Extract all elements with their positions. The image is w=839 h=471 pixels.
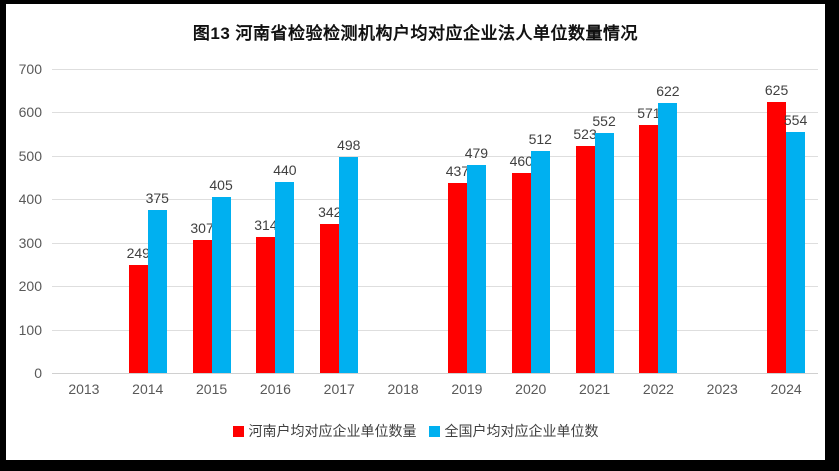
- gridline-100: [52, 329, 818, 331]
- data-label-national-2020: 512: [528, 130, 552, 147]
- data-label-national-2016: 440: [273, 161, 297, 178]
- bar-henan-2022: [639, 125, 659, 373]
- legend-item-national: 全国户均对应企业单位数: [428, 421, 599, 441]
- data-label-henan-2014: 249: [126, 244, 150, 261]
- data-label-national-2024: 554: [783, 112, 808, 129]
- bar-henan-2014: [128, 264, 148, 373]
- bar-national-2020: [530, 150, 550, 373]
- x-tick-label-2024: 2024: [770, 381, 802, 397]
- legend-item-henan: 河南户均对应企业单位数量: [232, 421, 417, 441]
- data-label-national-2021: 552: [592, 113, 616, 130]
- data-label-national-2022: 622: [656, 82, 680, 99]
- y-tick-label-300: 300: [18, 234, 42, 251]
- legend-label-national: 全国户均对应企业单位数: [444, 423, 599, 439]
- bar-henan-2015: [192, 239, 212, 373]
- legend: 河南户均对应企业单位数量 全国户均对应企业单位数: [6, 421, 825, 441]
- gridline-500: [52, 155, 818, 157]
- y-tick-label-500: 500: [18, 147, 42, 164]
- bar-henan-2019: [447, 183, 467, 373]
- data-label-henan-2015: 307: [190, 219, 214, 236]
- gridline-600: [52, 112, 818, 114]
- x-tick-label-2015: 2015: [196, 381, 228, 397]
- legend-label-henan: 河南户均对应企业单位数量: [248, 423, 417, 439]
- x-tick-label-2018: 2018: [387, 381, 419, 397]
- bar-national-2021: [594, 133, 614, 373]
- data-label-henan-2024: 625: [764, 81, 789, 98]
- data-label-national-2014: 375: [145, 190, 169, 207]
- bar-national-2016: [275, 181, 295, 373]
- x-tick-label-2020: 2020: [515, 381, 547, 397]
- y-tick-label-700: 700: [18, 61, 42, 77]
- bar-national-2014: [147, 210, 167, 373]
- legend-swatch-blue: [428, 425, 440, 437]
- data-label-henan-2020: 460: [509, 153, 533, 170]
- plot-area: 0 100 200 300 400 500 600 700 2013 2014 249 375 2015…: [19, 61, 818, 397]
- data-label-national-2015: 405: [209, 177, 233, 194]
- chart-title: 图13 河南省检验检测机构户均对应企业法人单位数量情况: [192, 24, 639, 43]
- x-tick-label-2016: 2016: [259, 381, 291, 397]
- legend-swatch-red: [232, 425, 244, 437]
- y-tick-label-100: 100: [18, 321, 42, 338]
- y-tick-label-200: 200: [18, 278, 42, 295]
- bar-national-2022: [658, 102, 678, 373]
- x-tick-label-2022: 2022: [642, 381, 674, 397]
- x-tick-label-2014: 2014: [132, 381, 164, 397]
- bar-national-2017: [339, 156, 359, 373]
- data-label-national-2019: 479: [464, 144, 489, 161]
- bar-henan-2020: [511, 173, 531, 373]
- x-tick-label-2021: 2021: [579, 381, 611, 397]
- x-tick-label-2019: 2019: [451, 381, 483, 397]
- data-label-henan-2017: 342: [318, 204, 342, 221]
- data-label-henan-2022: 571: [637, 105, 661, 122]
- data-label-henan-2016: 314: [254, 216, 278, 233]
- x-tick-label-2013: 2013: [68, 381, 100, 397]
- gridline-200: [52, 286, 818, 288]
- data-label-henan-2021: 523: [573, 125, 597, 142]
- y-tick-label-400: 400: [18, 191, 42, 208]
- x-axis-line: [52, 373, 818, 374]
- gridline-400: [52, 199, 818, 201]
- bar-national-2024: [786, 132, 806, 373]
- gridline-700: [52, 69, 818, 70]
- data-label-national-2017: 498: [337, 136, 361, 153]
- y-tick-label-600: 600: [18, 104, 42, 121]
- gridline-300: [52, 242, 818, 244]
- bar-national-2019: [466, 164, 486, 373]
- bar-henan-2017: [320, 224, 340, 373]
- x-tick-label-2023: 2023: [706, 381, 738, 397]
- bar-national-2015: [211, 197, 231, 373]
- data-label-henan-2019: 437: [445, 163, 470, 180]
- y-tick-label-0: 0: [34, 365, 42, 381]
- bar-henan-2016: [256, 236, 276, 373]
- x-tick-label-2017: 2017: [323, 381, 355, 397]
- chart-canvas: 图13 河南省检验检测机构户均对应企业法人单位数量情况 0 100 200 300 40…: [6, 4, 825, 460]
- bar-henan-2021: [575, 145, 595, 373]
- bar-henan-2024: [767, 101, 787, 373]
